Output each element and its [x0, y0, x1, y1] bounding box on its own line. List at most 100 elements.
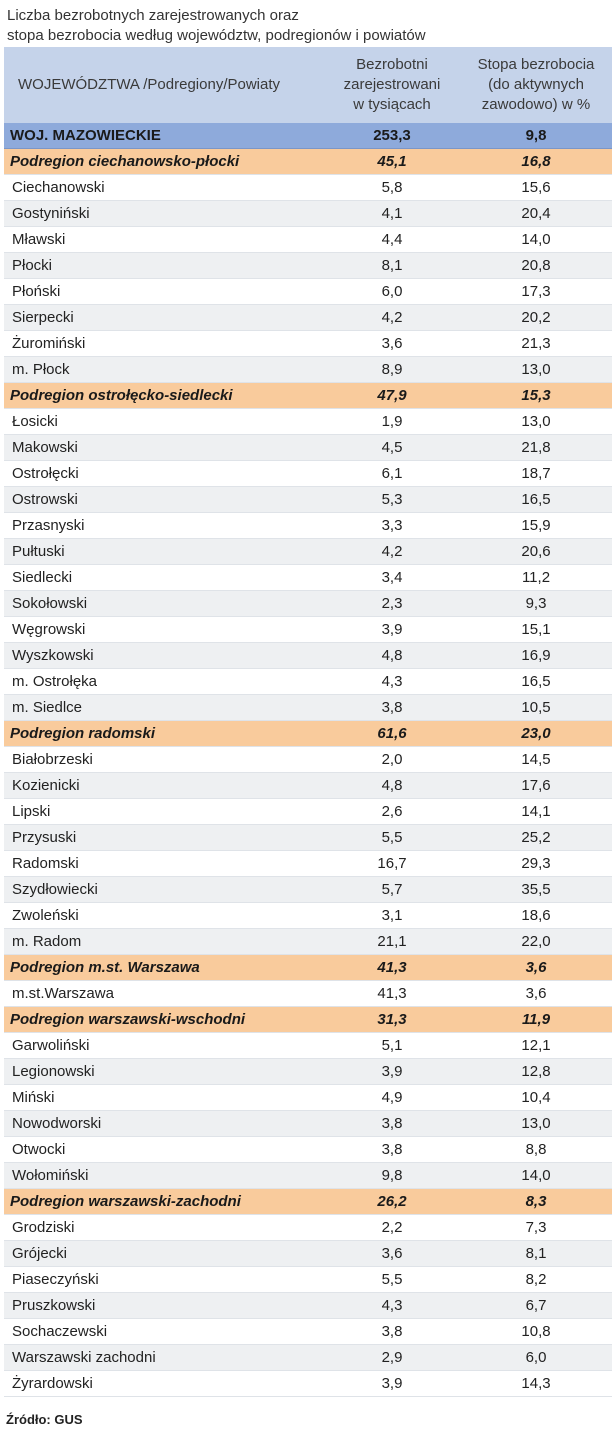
rate-cell: 14,0	[460, 226, 612, 253]
region-name-cell: Sokołowski	[4, 590, 324, 617]
rate-cell: 16,5	[460, 486, 612, 513]
county-row: Łosicki 1,9 13,0	[4, 408, 612, 435]
unemployed-cell: 9,8	[324, 1162, 460, 1189]
rate-cell: 17,3	[460, 278, 612, 305]
county-row: Grodziski 2,2 7,3	[4, 1214, 612, 1241]
region-name-cell: WOJ. MAZOWIECKIE	[4, 123, 324, 149]
unemployed-cell: 16,7	[324, 850, 460, 877]
unemployed-cell: 2,2	[324, 1214, 460, 1241]
unemployed-cell: 3,9	[324, 1370, 460, 1397]
county-row: m. Ostrołęka 4,3 16,5	[4, 668, 612, 695]
unemployed-cell: 3,3	[324, 512, 460, 539]
unemployed-cell: 5,1	[324, 1032, 460, 1059]
rate-cell: 15,9	[460, 512, 612, 539]
header-unemployed: Bezrobotni zarejestrowani w tysiącach	[324, 47, 460, 123]
region-name-cell: Legionowski	[4, 1058, 324, 1085]
county-row: Pruszkowski 4,3 6,7	[4, 1292, 612, 1319]
county-row: Lipski 2,6 14,1	[4, 798, 612, 825]
rate-cell: 22,0	[460, 928, 612, 955]
header-rate-line-3: zawodowo) w %	[481, 96, 591, 113]
county-row: Szydłowiecki 5,7 35,5	[4, 876, 612, 903]
region-name-cell: Szydłowiecki	[4, 876, 324, 903]
county-row: Gostyniński 4,1 20,4	[4, 200, 612, 227]
county-row: Żuromiński 3,6 21,3	[4, 330, 612, 357]
region-name-cell: m. Siedlce	[4, 694, 324, 721]
rate-cell: 8,1	[460, 1240, 612, 1267]
region-name-cell: Wyszkowski	[4, 642, 324, 669]
county-row: Wyszkowski 4,8 16,9	[4, 642, 612, 669]
region-name-cell: Warszawski zachodni	[4, 1344, 324, 1371]
unemployed-cell: 2,3	[324, 590, 460, 617]
county-row: m. Radom 21,1 22,0	[4, 928, 612, 955]
table-title: Liczba bezrobotnych zarejestrowanych ora…	[7, 6, 426, 46]
county-row: Ciechanowski 5,8 15,6	[4, 174, 612, 201]
rate-cell: 9,8	[460, 123, 612, 149]
county-row: Otwocki 3,8 8,8	[4, 1136, 612, 1163]
unemployed-cell: 3,8	[324, 1110, 460, 1137]
county-row: Piaseczyński 5,5 8,2	[4, 1266, 612, 1293]
rate-cell: 10,4	[460, 1084, 612, 1111]
rate-cell: 14,1	[460, 798, 612, 825]
unemployed-cell: 21,1	[324, 928, 460, 955]
unemployed-cell: 3,9	[324, 1058, 460, 1085]
unemployed-cell: 3,8	[324, 694, 460, 721]
unemployed-cell: 4,1	[324, 200, 460, 227]
unemployed-cell: 253,3	[324, 123, 460, 149]
rate-cell: 13,0	[460, 1110, 612, 1137]
region-name-cell: Wołomiński	[4, 1162, 324, 1189]
county-row: Sierpecki 4,2 20,2	[4, 304, 612, 331]
rate-cell: 6,0	[460, 1344, 612, 1371]
title-line-2: stopa bezrobocia według województw, podr…	[7, 27, 426, 44]
region-name-cell: Sochaczewski	[4, 1318, 324, 1345]
county-row: Miński 4,9 10,4	[4, 1084, 612, 1111]
rate-cell: 23,0	[460, 720, 612, 747]
unemployed-cell: 2,0	[324, 746, 460, 773]
subregion-row: Podregion warszawski-wschodni 31,3 11,9	[4, 1006, 612, 1033]
county-row: Radomski 16,7 29,3	[4, 850, 612, 877]
rate-cell: 6,7	[460, 1292, 612, 1319]
unemployed-cell: 8,1	[324, 252, 460, 279]
unemployed-cell: 4,9	[324, 1084, 460, 1111]
subregion-row: Podregion ostrołęcko-siedlecki 47,9 15,3	[4, 382, 612, 409]
region-name-cell: Żuromiński	[4, 330, 324, 357]
region-name-cell: Żyrardowski	[4, 1370, 324, 1397]
region-name-cell: Podregion warszawski-wschodni	[4, 1006, 324, 1033]
region-name-cell: Przysuski	[4, 824, 324, 851]
header-region: WOJEWÓDZTWA /Podregiony/Powiaty	[4, 47, 324, 123]
unemployed-cell: 2,9	[324, 1344, 460, 1371]
rate-cell: 3,6	[460, 980, 612, 1007]
rate-cell: 21,3	[460, 330, 612, 357]
rate-cell: 29,3	[460, 850, 612, 877]
region-name-cell: Grodziski	[4, 1214, 324, 1241]
table-header-row: WOJEWÓDZTWA /Podregiony/Powiaty Bezrobot…	[4, 47, 612, 123]
county-row: m. Płock 8,9 13,0	[4, 356, 612, 383]
unemployed-cell: 61,6	[324, 720, 460, 747]
unemployed-cell: 4,2	[324, 304, 460, 331]
rate-cell: 15,6	[460, 174, 612, 201]
rate-cell: 20,2	[460, 304, 612, 331]
unemployed-cell: 3,9	[324, 616, 460, 643]
region-name-cell: Płocki	[4, 252, 324, 279]
region-name-cell: Gostyniński	[4, 200, 324, 227]
voivodeship-row: WOJ. MAZOWIECKIE 253,3 9,8	[4, 123, 612, 149]
rate-cell: 3,6	[460, 954, 612, 981]
unemployed-cell: 3,4	[324, 564, 460, 591]
unemployed-cell: 5,3	[324, 486, 460, 513]
subregion-row: Podregion ciechanowsko-płocki 45,1 16,8	[4, 148, 612, 175]
region-name-cell: Przasnyski	[4, 512, 324, 539]
county-row: Ostrołęcki 6,1 18,7	[4, 460, 612, 487]
region-name-cell: Podregion warszawski-zachodni	[4, 1188, 324, 1215]
unemployed-cell: 41,3	[324, 954, 460, 981]
region-name-cell: Siedlecki	[4, 564, 324, 591]
rate-cell: 15,3	[460, 382, 612, 409]
county-row: m.st.Warszawa 41,3 3,6	[4, 980, 612, 1007]
county-row: Warszawski zachodni 2,9 6,0	[4, 1344, 612, 1371]
region-name-cell: Radomski	[4, 850, 324, 877]
unemployed-cell: 4,8	[324, 772, 460, 799]
county-row: Przysuski 5,5 25,2	[4, 824, 612, 851]
title-line-1: Liczba bezrobotnych zarejestrowanych ora…	[7, 7, 299, 24]
region-name-cell: Łosicki	[4, 408, 324, 435]
rate-cell: 9,3	[460, 590, 612, 617]
region-name-cell: Podregion radomski	[4, 720, 324, 747]
unemployed-cell: 3,8	[324, 1318, 460, 1345]
